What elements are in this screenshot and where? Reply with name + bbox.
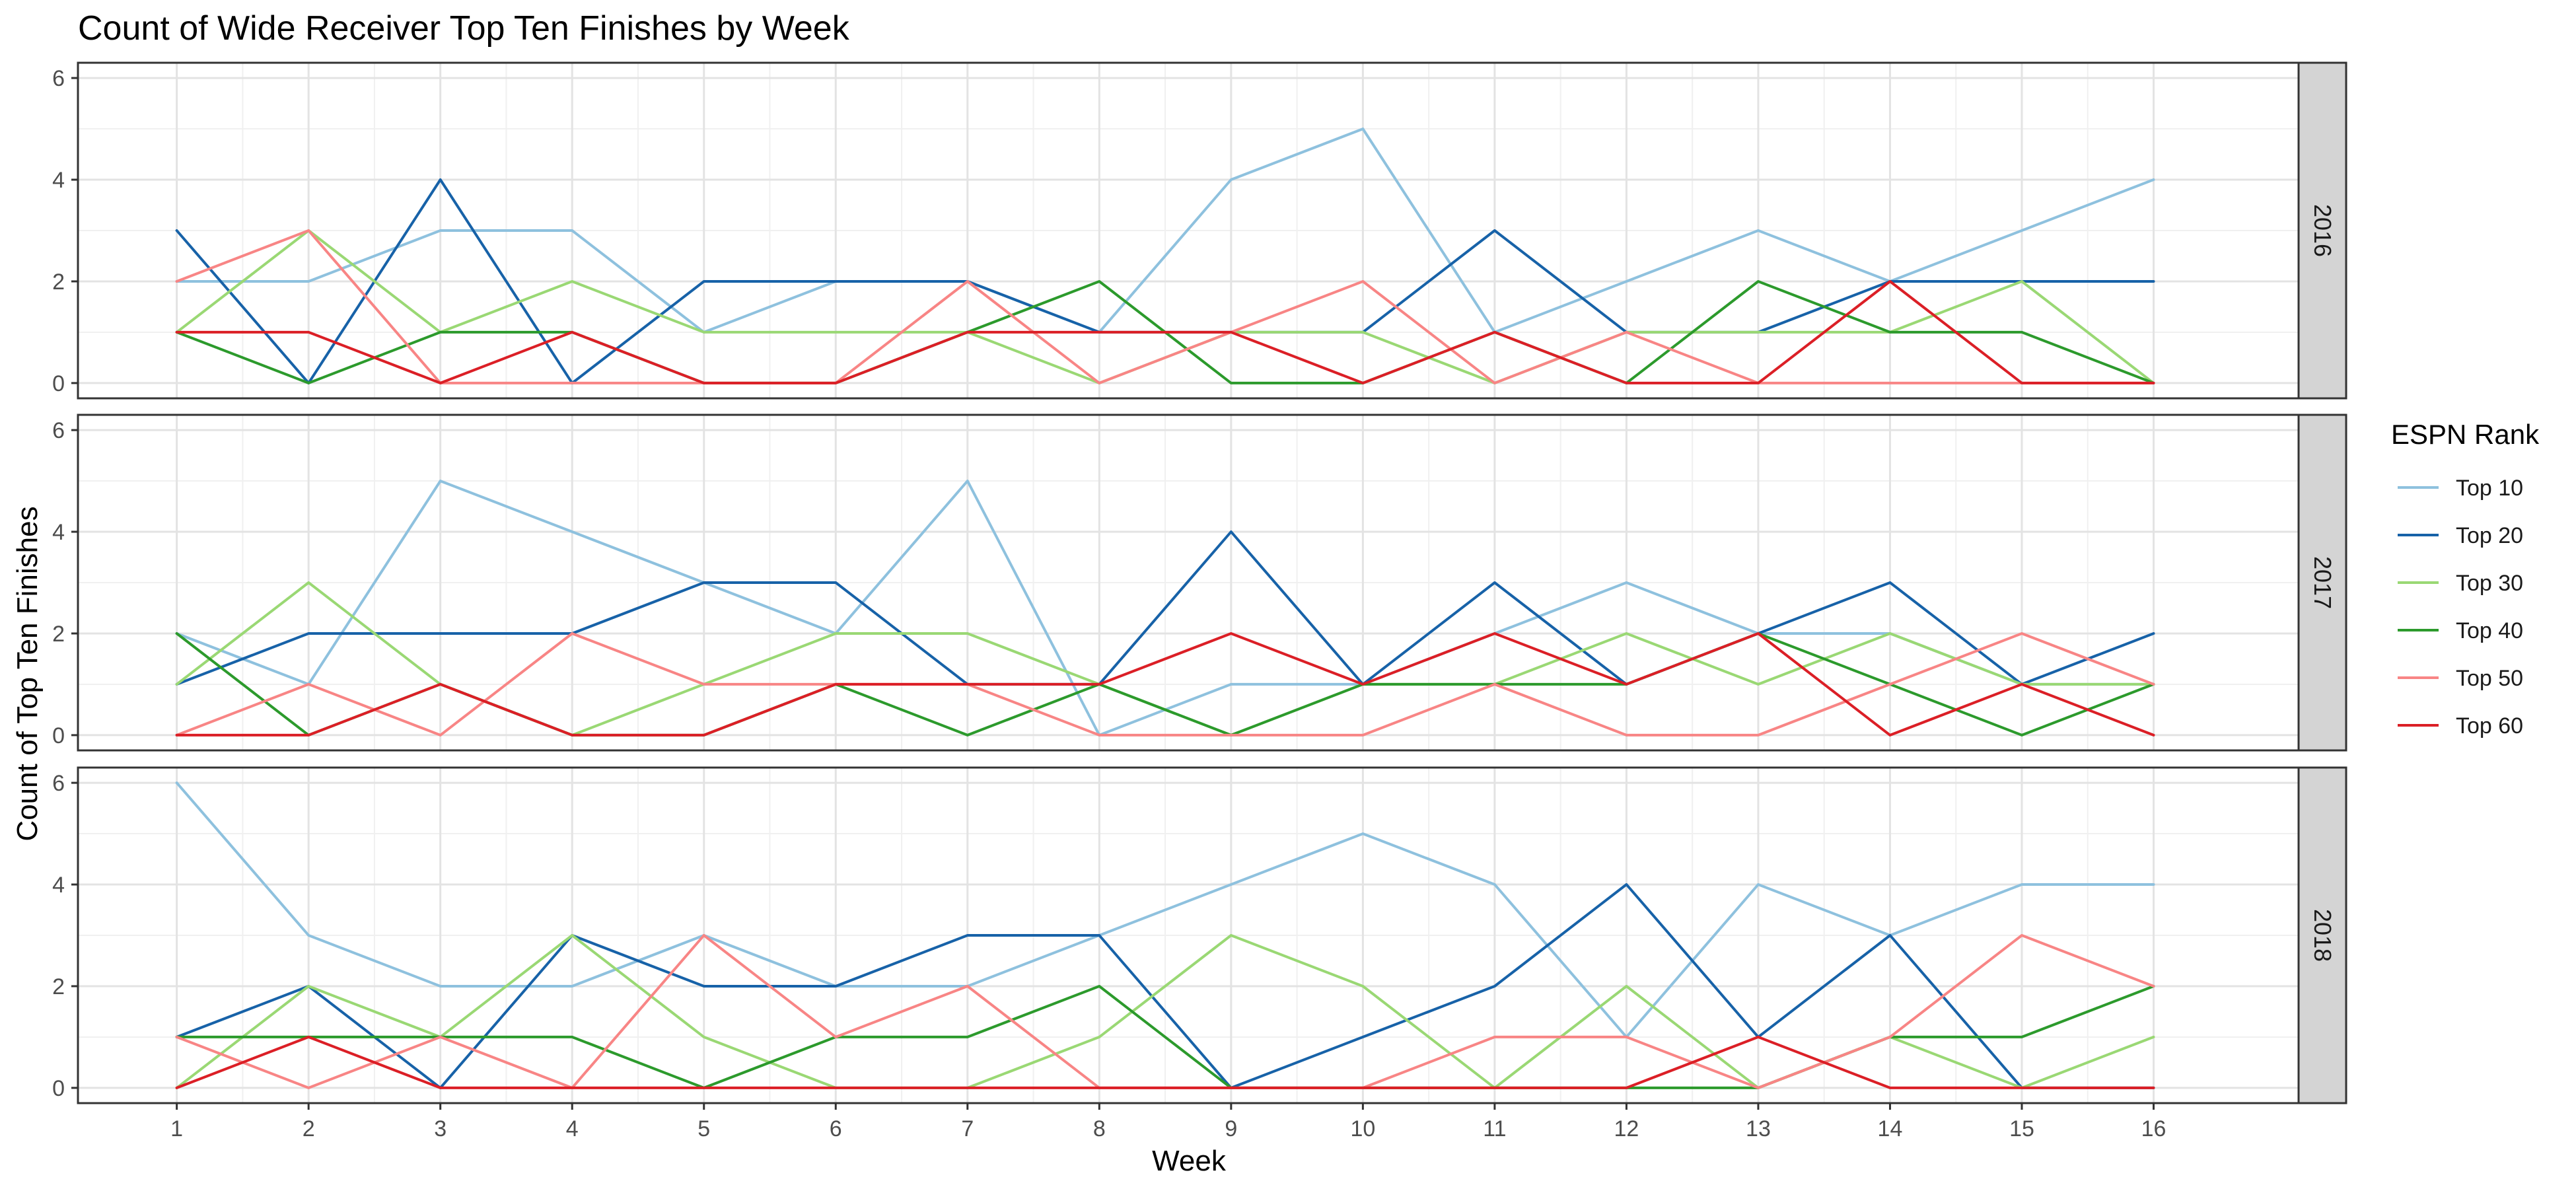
series-line-top-20: [175, 883, 2155, 1089]
y-tick-label: 6: [52, 418, 65, 443]
y-tick-label: 2: [52, 622, 65, 647]
x-tick-label: 14: [1878, 1116, 1903, 1141]
y-tick-label: 6: [52, 66, 65, 91]
y-tick-label: 2: [52, 974, 65, 999]
x-tick-label: 8: [1093, 1116, 1106, 1141]
legend-label: Top 30: [2456, 571, 2523, 596]
x-tick-label: 15: [2009, 1116, 2034, 1141]
series-line-top-60: [175, 632, 2155, 737]
x-axis-title: Week: [1152, 1145, 1227, 1177]
facet-strip-label: 2017: [2309, 556, 2336, 609]
x-tick-label: 4: [566, 1116, 579, 1141]
facet-strip: [2297, 414, 2347, 752]
legend-title: ESPN Rank: [2391, 419, 2540, 450]
legend-item: Top 50: [2398, 666, 2523, 691]
x-tick-label: 10: [1350, 1116, 1375, 1141]
y-tick-label: 4: [52, 873, 65, 898]
series-line-top-50: [175, 632, 2155, 737]
y-axis-title: Count of Top Ten Finishes: [11, 506, 44, 841]
facet-panel-2017: 2017 0 2 4 6: [52, 414, 2347, 752]
facet-strip-label: 2018: [2309, 909, 2336, 962]
y-tick-label: 2: [52, 270, 65, 295]
facet-panel-2016: 2016 0 2 4 6: [52, 61, 2347, 400]
facet-strip-label: 2016: [2309, 204, 2336, 257]
x-tick-label: 6: [830, 1116, 842, 1141]
legend-item: Top 30: [2398, 571, 2523, 596]
legend-item: Top 10: [2398, 476, 2523, 501]
series-line-top-60: [175, 280, 2155, 384]
x-tick-label: 12: [1614, 1116, 1639, 1141]
x-tick-label: 5: [698, 1116, 710, 1141]
x-tick-label: 13: [1746, 1116, 1771, 1141]
legend-label: Top 20: [2456, 523, 2523, 548]
x-tick-label: 11: [1483, 1116, 1506, 1141]
facet-strip: [2297, 766, 2347, 1104]
x-tick-label: 7: [961, 1116, 974, 1141]
series-line-top-60: [175, 1035, 2155, 1089]
x-tick-label: 9: [1225, 1116, 1237, 1141]
y-tick-label: 4: [52, 520, 65, 545]
legend-item: Top 40: [2398, 618, 2523, 643]
x-tick-label: 1: [170, 1116, 183, 1141]
chart-title: Count of Wide Receiver Top Ten Finishes …: [78, 9, 850, 48]
legend-label: Top 50: [2456, 666, 2523, 691]
y-tick-label: 4: [52, 168, 65, 193]
y-tick-label: 0: [52, 723, 65, 748]
legend-label: Top 40: [2456, 618, 2523, 643]
x-tick-label: 16: [2141, 1116, 2166, 1141]
series-line-top-10: [175, 127, 2155, 334]
y-tick-label: 6: [52, 771, 65, 796]
legend-label: Top 60: [2456, 713, 2523, 739]
y-tick-label: 0: [52, 371, 65, 396]
facet-strip: [2297, 61, 2347, 400]
legend-label: Top 10: [2456, 476, 2523, 501]
x-tick-label: 3: [434, 1116, 447, 1141]
series-line-top-20: [175, 530, 2155, 686]
y-tick-label: 0: [52, 1076, 65, 1101]
legend-items: Top 10 Top 20 Top 30 Top 40 Top 50 Top 60: [2398, 476, 2523, 739]
legend: ESPN Rank Top 10 Top 20 Top 30 Top 40 Top 50…: [2391, 419, 2540, 739]
legend-item: Top 60: [2398, 713, 2523, 739]
x-tick-label: 2: [303, 1116, 315, 1141]
legend-item: Top 20: [2398, 523, 2523, 548]
series-line-top-50: [175, 229, 2155, 384]
